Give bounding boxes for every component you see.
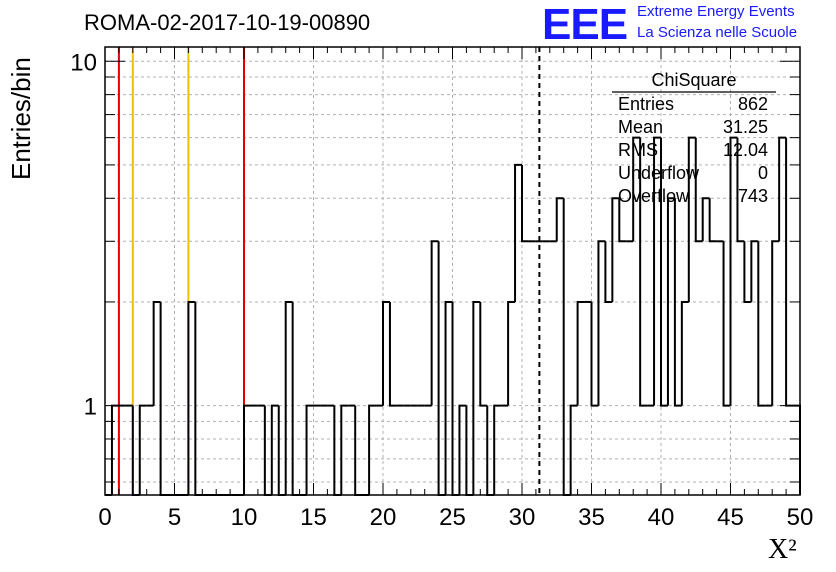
histogram-bin	[291, 301, 300, 496]
logo-subtitle-line1: Extreme Energy Events	[637, 3, 795, 20]
histogram-bin	[750, 240, 759, 302]
histogram-bin	[778, 136, 787, 242]
histogram-bin	[708, 198, 717, 243]
x-axis-label: X²	[768, 534, 797, 565]
histogram-bin	[514, 163, 522, 302]
x-tick-label: 15	[300, 504, 327, 531]
histogram-bin	[743, 241, 752, 303]
histogram-bin	[680, 300, 689, 406]
logo-subtitle-line2: La Scienza nelle Scuole	[637, 24, 798, 41]
histogram-bin	[555, 197, 564, 242]
histogram-bin	[757, 241, 766, 407]
histogram-bin	[597, 240, 606, 406]
histogram-bin	[187, 300, 196, 495]
y-tick-label: 1	[84, 394, 97, 421]
histogram-bin	[430, 240, 439, 406]
histogram-bin	[388, 301, 397, 407]
x-tick-label: 35	[578, 504, 605, 531]
stats-value: 12.04	[723, 140, 768, 160]
histogram-bin	[284, 300, 293, 495]
stats-value: 0	[758, 163, 768, 183]
histogram-bin	[243, 404, 251, 495]
histogram-bin	[673, 198, 682, 407]
stats-value: 31.25	[723, 117, 768, 137]
histogram-bin	[771, 240, 780, 406]
x-tick-label: 0	[98, 504, 111, 531]
histogram-bin	[604, 241, 613, 303]
x-tick-label: 40	[648, 504, 675, 531]
stats-box: ChiSquare Entries 862 Mean 31.25 RMS 12.04 Unde…	[612, 70, 776, 206]
histogram-bin	[472, 300, 481, 495]
histogram-bin	[270, 404, 279, 495]
stats-title: ChiSquare	[651, 70, 736, 90]
histogram-bin	[701, 197, 710, 242]
histogram-bin	[368, 404, 377, 495]
histogram-bin	[382, 300, 390, 406]
y-tick-label: 10	[70, 49, 97, 76]
histogram-bin	[493, 404, 502, 495]
histogram-bin	[569, 404, 578, 495]
histogram-bin	[507, 300, 516, 406]
histogram-bin	[194, 301, 203, 496]
stats-label: Mean	[618, 117, 663, 137]
histogram-bin	[340, 404, 349, 495]
histogram-bin	[451, 301, 460, 496]
histogram-bin	[305, 404, 314, 495]
stats-label: Overflow	[618, 186, 690, 206]
histogram-bin	[590, 301, 599, 407]
histogram-bin	[660, 137, 668, 407]
histogram-bin	[736, 137, 745, 243]
histogram-bin	[639, 137, 648, 407]
x-tick-label: 30	[509, 504, 536, 531]
chart-title: ROMA-02-2017-10-19-00890	[84, 10, 371, 35]
histogram-bin	[632, 136, 641, 242]
stats-label: Underflow	[618, 163, 700, 183]
stats-value: 743	[738, 186, 768, 206]
histogram-bin	[152, 300, 161, 406]
x-tick-label: 25	[439, 504, 466, 531]
x-tick-label: 45	[717, 504, 744, 531]
histogram-bin	[687, 136, 696, 302]
histogram-bin	[785, 137, 794, 407]
x-tick-label: 20	[370, 504, 397, 531]
histogram-bin	[437, 241, 446, 496]
histogram-bin	[611, 197, 620, 302]
stats-value: 862	[738, 94, 768, 114]
axes: 0 5 10 15 20 25 30 35 40 45 50 1 10	[70, 46, 814, 531]
histogram-bin	[138, 404, 147, 495]
x-tick-label: 5	[168, 504, 181, 531]
histogram-bin	[444, 300, 453, 495]
histogram-bin	[562, 198, 571, 496]
histogram-bin	[666, 197, 675, 406]
eee-logo: EEE	[542, 0, 628, 49]
histogram-bin	[576, 300, 585, 406]
x-tick-label: 10	[231, 504, 258, 531]
histogram-bin	[694, 137, 703, 243]
histogram-bin	[722, 241, 731, 407]
histogram-bin	[479, 301, 488, 407]
histogram-bin	[618, 198, 627, 243]
histogram-bin	[729, 136, 738, 406]
histogram-bin	[653, 136, 661, 406]
x-tick-label: 50	[787, 504, 814, 531]
histogram-bin	[159, 301, 168, 496]
histogram-bin	[458, 404, 467, 495]
stats-label: RMS	[618, 140, 658, 160]
stats-label: Entries	[618, 94, 674, 114]
histogram-bin	[521, 164, 529, 243]
